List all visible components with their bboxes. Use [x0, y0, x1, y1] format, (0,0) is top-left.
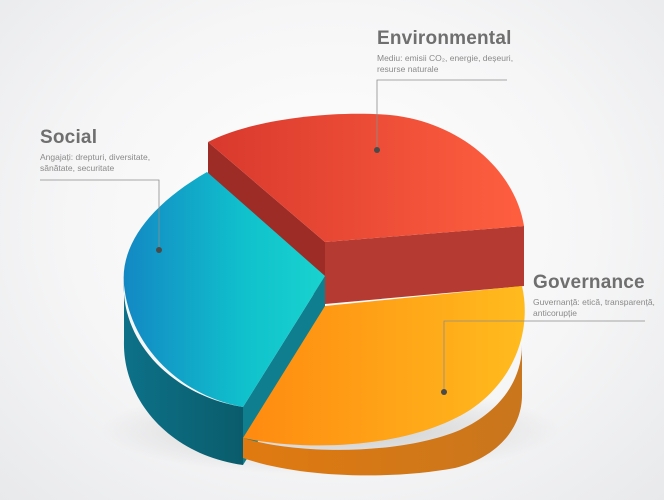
slice-governance [243, 286, 525, 476]
label-environmental-description: Mediu: emisii CO₂, energie, deșeuri, res… [377, 53, 514, 74]
callout-dot-environmental [374, 147, 380, 153]
label-social-title: Social [40, 127, 98, 148]
slice-environmental-side-face [325, 226, 524, 304]
slice-social-top [123, 172, 325, 407]
slice-social-side-face [123, 280, 243, 465]
label-environmental: Environmental Mediu: emisii CO₂, energie… [377, 28, 517, 75]
callout-lines [40, 79, 645, 392]
slice-governance-top [243, 286, 525, 446]
callout-dot-social [156, 247, 162, 253]
label-social-description: Angajați: drepturi, diversitate, sănătat… [40, 152, 151, 173]
callout-line-environmental [376, 79, 507, 150]
callout-line-governance [443, 320, 645, 392]
slice-environmental-top [208, 113, 524, 242]
slice-governance-side-face [243, 345, 522, 476]
label-governance-title: Governance [533, 272, 645, 293]
label-governance: Governance Guvernanță: etică, transparen… [533, 272, 658, 319]
label-governance-description: Guvernanță: etică, transparență, anticor… [533, 297, 655, 318]
callout-line-social [40, 179, 160, 250]
label-environmental-title: Environmental [377, 28, 512, 49]
label-social: Social Angajați: drepturi, diversitate, … [40, 127, 180, 174]
callout-dots [156, 147, 447, 395]
callout-dot-governance [441, 389, 447, 395]
